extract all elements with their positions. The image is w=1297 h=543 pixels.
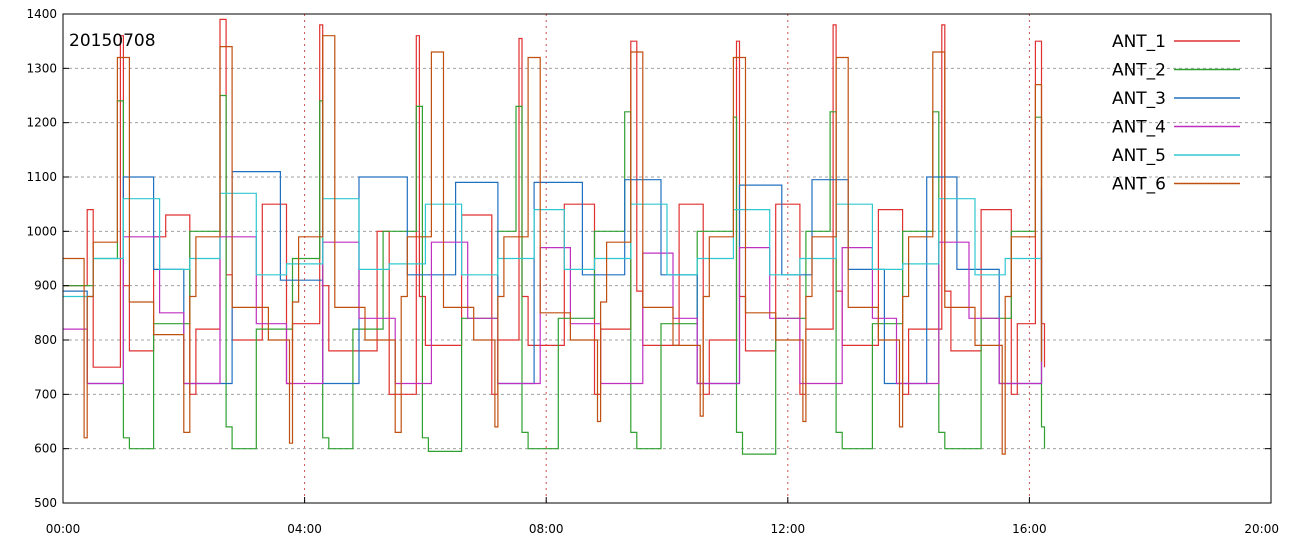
x-tick-label: 12:00 xyxy=(771,522,806,536)
series-line-ant-1 xyxy=(63,18,1046,395)
y-tick-label: 700 xyxy=(34,387,57,401)
x-tick-label: 16:00 xyxy=(1012,522,1047,536)
x-axis-ticks: 00:00 04:00 08:00 12:00 16:00 20:00 xyxy=(46,497,1279,536)
chart-annotation: 20150708 xyxy=(69,31,156,51)
plot-frame xyxy=(62,13,1272,504)
x-tick-label: 20:00 xyxy=(1244,522,1279,536)
series-line-ant-3 xyxy=(63,171,1043,385)
y-tick-label: 1300 xyxy=(26,61,57,75)
y-axis-ticks: 500 600 700 800 900 1000 1100 1200 1300 1400 xyxy=(26,7,1271,510)
x-tick-label: 08:00 xyxy=(529,522,564,536)
legend-label: ANT_2 xyxy=(1112,61,1166,81)
series-line-ant-2 xyxy=(63,94,1046,455)
series-line-ant-6 xyxy=(63,35,1043,455)
legend-label: ANT_4 xyxy=(1112,118,1166,138)
series-line-ant-5 xyxy=(63,192,1043,298)
y-tick-label: 900 xyxy=(34,279,57,293)
legend: ANT_1 ANT_2 ANT_3 ANT_4 ANT_5 ANT_6 xyxy=(1112,32,1240,195)
y-tick-label: 1100 xyxy=(26,170,57,184)
legend-label: ANT_6 xyxy=(1112,175,1166,195)
y-tick-label: 500 xyxy=(34,496,57,510)
y-tick-label: 800 xyxy=(34,333,57,347)
y-tick-label: 1000 xyxy=(26,224,57,238)
x-tick-label: 04:00 xyxy=(287,522,322,536)
x-tick-label: 00:00 xyxy=(46,522,81,536)
series-line-ant-4 xyxy=(63,236,1043,385)
legend-label: ANT_3 xyxy=(1112,89,1166,109)
y-tick-label: 1200 xyxy=(26,116,57,130)
legend-label: ANT_1 xyxy=(1112,32,1166,52)
y-tick-label: 600 xyxy=(34,442,57,456)
y-tick-label: 1400 xyxy=(26,7,57,21)
series-lines xyxy=(63,18,1046,455)
legend-label: ANT_5 xyxy=(1112,146,1166,166)
